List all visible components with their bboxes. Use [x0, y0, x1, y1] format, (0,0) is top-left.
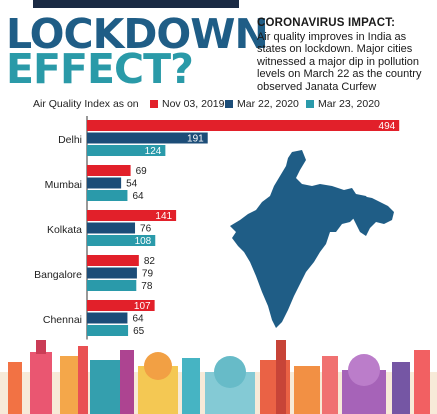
- legend-item-nov: Nov 03, 2019: [150, 98, 224, 110]
- bar-bangalore-series-0: [87, 255, 139, 266]
- legend-label-mar23: Mar 23, 2020: [318, 98, 380, 110]
- legend-label-nov: Nov 03, 2019: [162, 98, 225, 110]
- bar-chennai-series-1: [87, 312, 128, 324]
- category-label-delhi: Delhi: [58, 134, 82, 146]
- bar-kolkata-series-0: [87, 210, 177, 221]
- value-label-delhi-series-2: 124: [145, 146, 162, 157]
- category-label-bangalore: Bangalore: [34, 269, 82, 281]
- value-label-bangalore-series-0: 82: [144, 256, 156, 267]
- category-label-chennai: Chennai: [43, 314, 82, 326]
- value-label-delhi-series-0: 494: [379, 121, 396, 132]
- title-line1: LOCKDOWN: [6, 10, 269, 58]
- bar-kolkata-series-2: [87, 235, 156, 246]
- india-map: [230, 150, 394, 328]
- value-label-mumbai-series-1: 54: [126, 179, 138, 190]
- title-line2: EFFECT?: [6, 45, 194, 93]
- category-label-mumbai: Mumbai: [45, 179, 82, 191]
- bar-mumbai-series-0: [87, 165, 131, 176]
- value-label-chennai-series-0: 107: [134, 301, 151, 312]
- value-label-kolkata-series-2: 108: [135, 236, 152, 247]
- value-label-kolkata-series-1: 76: [140, 224, 152, 235]
- bar-bangalore-series-1: [87, 267, 137, 279]
- value-label-chennai-series-2: 65: [133, 326, 145, 337]
- value-label-mumbai-series-2: 64: [132, 191, 144, 202]
- legend-item-mar23: Mar 23, 2020: [306, 98, 380, 110]
- aqi-label: Air Quality Index as on: [33, 98, 139, 110]
- category-label-kolkata: Kolkata: [47, 224, 82, 236]
- legend-swatch-mar22: [225, 100, 233, 108]
- legend-label-mar22: Mar 22, 2020: [237, 98, 299, 110]
- legend-swatch-mar23: [306, 100, 314, 108]
- monuments-skyline: [0, 340, 437, 414]
- bar-bangalore-series-2: [87, 280, 137, 291]
- impact-heading: CORONAVIRUS IMPACT:: [257, 17, 396, 29]
- top-bar: [33, 0, 239, 8]
- value-label-mumbai-series-0: 69: [136, 166, 148, 177]
- legend-swatch-nov: [150, 100, 158, 108]
- bar-delhi-series-1: [87, 132, 208, 144]
- bar-kolkata-series-1: [87, 222, 136, 234]
- bar-mumbai-series-1: [87, 177, 122, 189]
- legend-item-mar22: Mar 22, 2020: [225, 98, 299, 110]
- bar-delhi-series-2: [87, 145, 166, 156]
- value-label-bangalore-series-2: 78: [141, 281, 153, 292]
- impact-text: Air quality improves in India as states …: [257, 31, 422, 93]
- bar-chennai-series-2: [87, 325, 129, 336]
- bar-mumbai-series-2: [87, 190, 128, 201]
- value-label-delhi-series-1: 191: [187, 134, 204, 145]
- value-label-bangalore-series-1: 79: [142, 269, 154, 280]
- value-label-kolkata-series-0: 141: [155, 211, 172, 222]
- bar-chennai-series-0: [87, 300, 155, 311]
- bar-delhi-series-0: [87, 120, 400, 131]
- value-label-chennai-series-1: 64: [132, 314, 144, 325]
